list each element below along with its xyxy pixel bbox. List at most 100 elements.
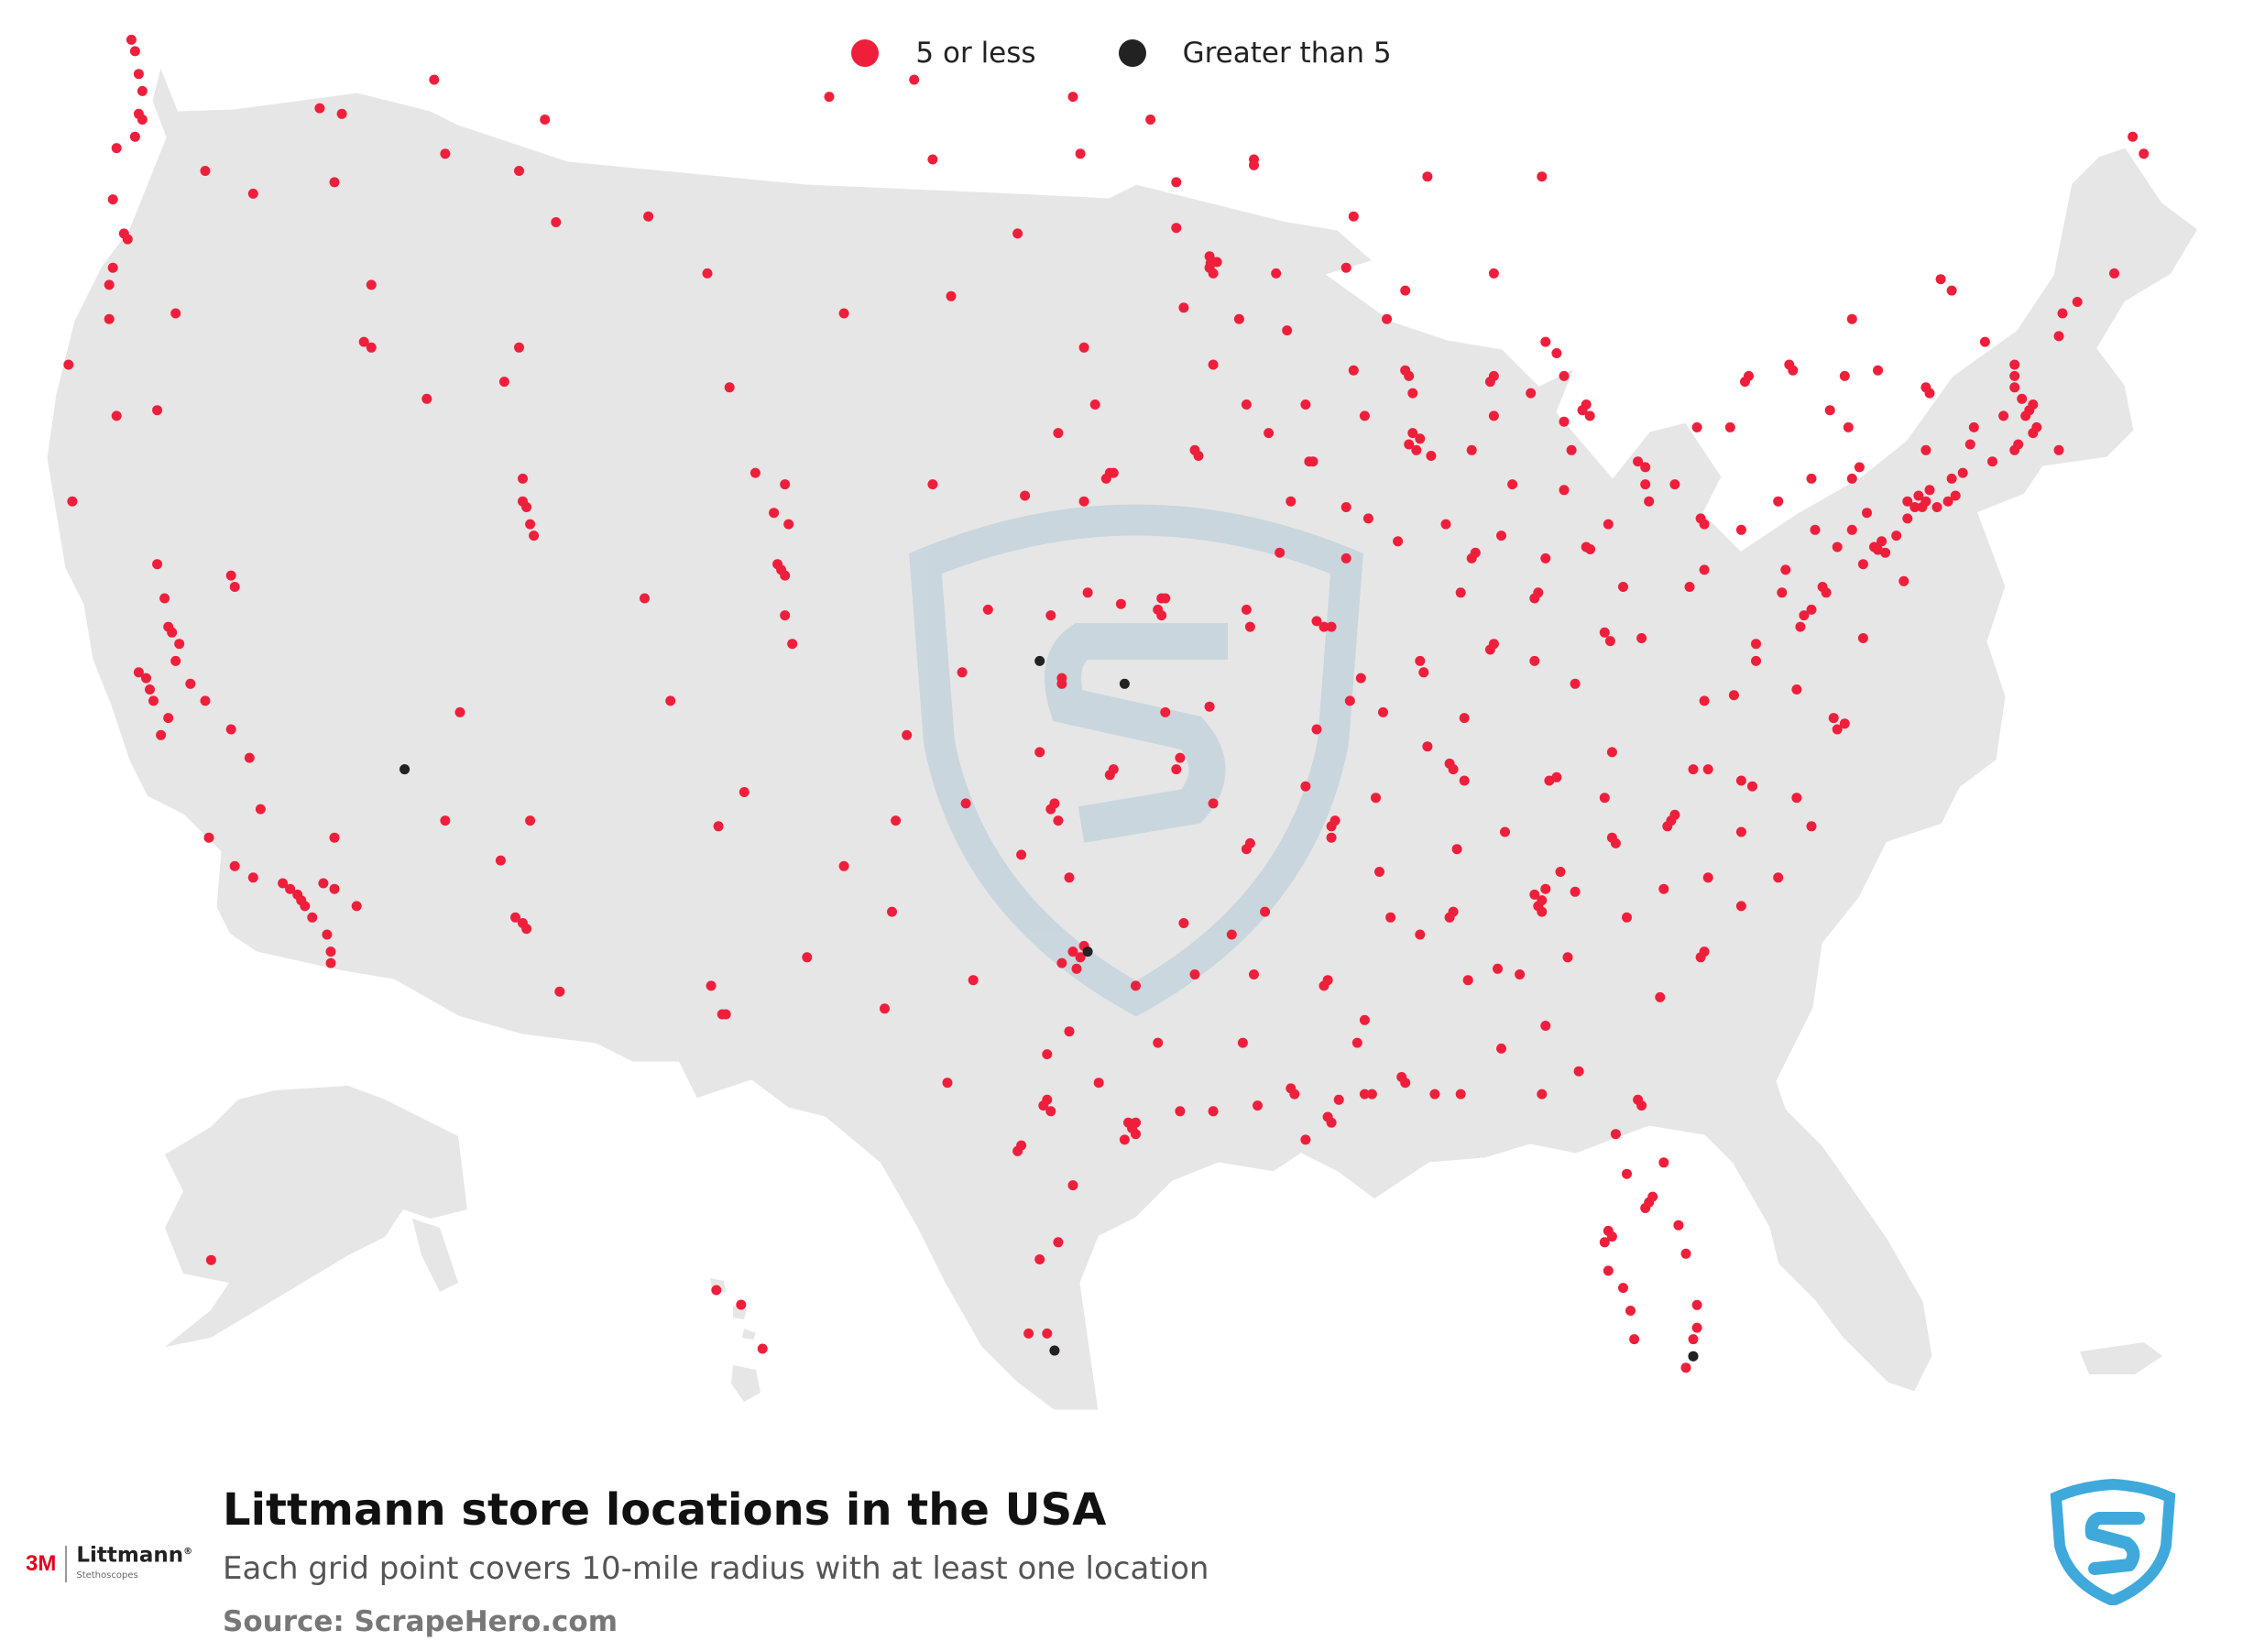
store-point-small <box>1189 969 1200 979</box>
store-point-small <box>1699 695 1710 706</box>
store-point-small <box>1559 485 1570 496</box>
store-point-small <box>1233 313 1244 324</box>
store-point-small <box>1625 1306 1636 1316</box>
store-point-small <box>1735 901 1746 912</box>
store-point-small <box>1422 171 1433 182</box>
store-point-small <box>122 234 133 245</box>
store-point-small <box>769 508 780 519</box>
store-point-small <box>551 217 562 227</box>
store-point-small <box>141 673 151 684</box>
store-point-small <box>946 290 957 301</box>
store-point-small <box>318 878 329 889</box>
store-point-small <box>1968 421 1979 432</box>
store-point-small <box>1559 370 1570 381</box>
store-point-small <box>163 713 174 724</box>
store-point-small <box>1385 912 1396 923</box>
store-point-small <box>1244 621 1255 632</box>
store-point-small <box>525 519 536 530</box>
store-point-small <box>1171 177 1182 188</box>
store-point-small <box>1462 975 1473 986</box>
store-point-small <box>1869 542 1879 552</box>
store-point-small <box>329 883 340 894</box>
store-point-small <box>137 115 148 125</box>
store-point-small <box>1584 410 1595 421</box>
store-point-small <box>244 752 255 763</box>
store-point-small <box>1680 1248 1691 1259</box>
store-point-small <box>1735 826 1746 837</box>
store-point-small <box>713 821 724 832</box>
store-point-small <box>1359 1014 1370 1025</box>
store-point-small <box>1249 154 1259 165</box>
store-point-small <box>1920 496 1931 507</box>
store-point-small <box>1286 496 1297 507</box>
store-point-small <box>200 695 211 706</box>
store-point-small <box>2053 444 2064 455</box>
store-point-small <box>1153 1037 1164 1048</box>
store-point-small <box>1873 365 1883 376</box>
store-point-small <box>229 582 240 592</box>
store-point-small <box>358 336 369 347</box>
store-point-small <box>1340 552 1351 563</box>
store-point-small <box>1237 1037 1248 1048</box>
store-point-small <box>1366 1089 1377 1100</box>
store-point-small <box>440 815 451 826</box>
store-point-large <box>1049 1345 1060 1356</box>
store-point-small <box>111 410 122 421</box>
store-point-small <box>529 531 540 542</box>
store-point-small <box>1078 496 1089 507</box>
store-point-small <box>325 957 336 968</box>
store-point-small <box>1806 473 1817 484</box>
page-subtitle: Each grid point covers 10-mile radius wi… <box>223 1550 1209 1587</box>
store-point-small <box>1909 502 1920 512</box>
store-point-small <box>2109 268 2119 279</box>
store-point-small <box>1042 1328 1053 1339</box>
store-point-small <box>167 627 178 638</box>
store-point-small <box>1604 636 1615 647</box>
store-point-small <box>152 559 163 570</box>
store-point-small <box>1300 781 1311 792</box>
store-point-small <box>1322 975 1333 986</box>
store-point-small <box>1946 473 1957 484</box>
store-point-small <box>247 188 258 199</box>
store-point-small <box>366 342 377 353</box>
store-point-small <box>1351 1037 1362 1048</box>
store-point-small <box>1175 752 1186 763</box>
store-point-small <box>170 655 181 666</box>
us-map <box>44 34 2201 1413</box>
store-point-small <box>1042 1049 1053 1060</box>
store-point-small <box>133 667 144 678</box>
store-point-small <box>1440 519 1451 530</box>
store-point-small <box>1998 410 2009 421</box>
store-point-small <box>1459 713 1470 724</box>
store-point-small <box>1178 302 1189 313</box>
store-point-small <box>706 980 717 991</box>
store-point-small <box>1496 1043 1506 1054</box>
store-point-small <box>1629 1334 1640 1345</box>
store-point-small <box>1204 251 1215 262</box>
store-point-small <box>1854 462 1865 473</box>
store-point-small <box>1211 257 1222 268</box>
store-point-small <box>1400 365 1411 376</box>
store-point-small <box>780 479 791 490</box>
store-point-small <box>739 787 749 797</box>
brand-3m-logo: 3M <box>26 1550 57 1576</box>
store-point-small <box>1898 575 1909 586</box>
store-point-small <box>129 131 140 142</box>
store-point-small <box>126 34 137 45</box>
store-point-small <box>1359 410 1370 421</box>
store-point-small <box>1253 1100 1263 1111</box>
store-point-small <box>1348 211 1359 222</box>
store-point-small <box>1839 370 1850 381</box>
store-point-small <box>1544 775 1555 786</box>
store-point-small <box>1115 598 1126 609</box>
store-point-small <box>1359 1089 1370 1100</box>
store-point-small <box>1304 456 1315 467</box>
store-point-small <box>1633 456 1644 467</box>
store-point-small <box>1699 946 1710 957</box>
store-point-small <box>1828 713 1839 724</box>
store-point-small <box>1618 582 1628 592</box>
alaska-land <box>165 1086 467 1347</box>
store-point-small <box>145 684 155 695</box>
store-point-large <box>1082 946 1093 957</box>
store-point-small <box>1348 365 1359 376</box>
